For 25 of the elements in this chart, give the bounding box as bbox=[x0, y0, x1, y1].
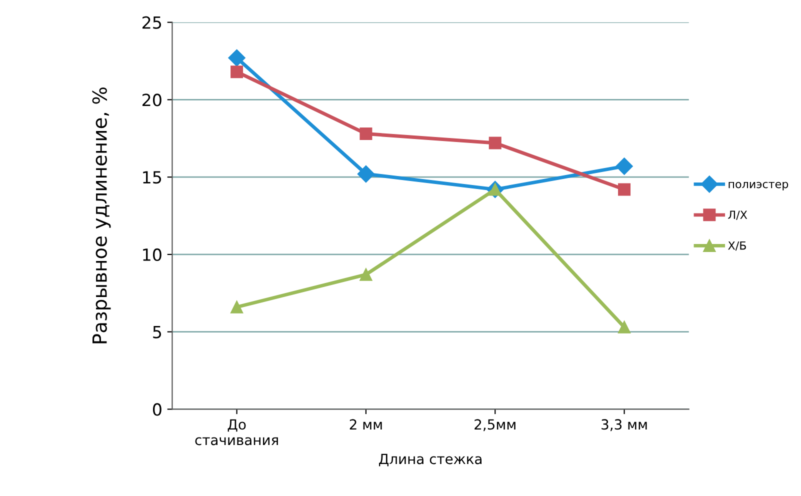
point bbox=[228, 49, 246, 66]
y-tick-label: 25 bbox=[142, 16, 162, 29]
point bbox=[360, 127, 372, 140]
point bbox=[618, 320, 631, 334]
point bbox=[360, 268, 372, 281]
point bbox=[616, 158, 633, 175]
x-tick-label: 2 мм bbox=[350, 419, 382, 430]
legend-label: Л/Х bbox=[728, 210, 748, 220]
y-tick-label: 5 bbox=[153, 326, 162, 338]
y-tick-label: 10 bbox=[143, 248, 162, 262]
point bbox=[488, 136, 502, 150]
y-tick-label: 20 bbox=[142, 94, 162, 106]
x-tick-label: До стачивания bbox=[195, 419, 278, 446]
x-tick-label: 2,5мм bbox=[474, 419, 516, 432]
legend-label: полиэстер bbox=[728, 182, 788, 190]
y-tick-label: 0 bbox=[152, 403, 162, 416]
y-tick-label: 15 bbox=[143, 171, 162, 184]
legend-label: Х/Б bbox=[728, 241, 746, 251]
x-tick-label: 3,3 мм bbox=[602, 419, 647, 432]
x-axis-title: Длина стежка bbox=[379, 454, 482, 466]
y-axis-title: Разрывное удлинение, % bbox=[92, 87, 111, 344]
point bbox=[230, 66, 244, 78]
point bbox=[618, 183, 631, 196]
point bbox=[357, 165, 375, 183]
point bbox=[230, 300, 244, 314]
